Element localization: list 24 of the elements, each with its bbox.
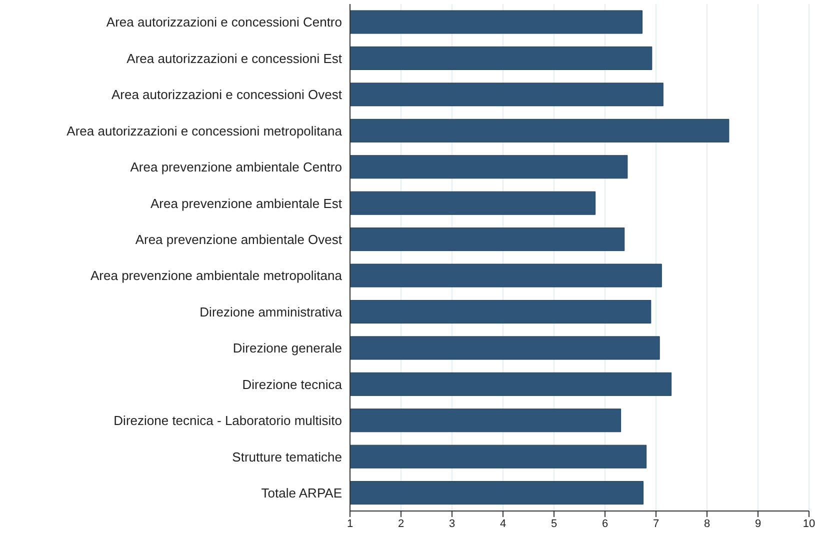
- x-tick-label: 6: [602, 518, 608, 530]
- x-tick-label: 10: [802, 518, 815, 530]
- y-tick-label: Area prevenzione ambientale metropolitana: [90, 268, 343, 284]
- y-tick-label: Area autorizzazioni e concessioni Est: [126, 50, 342, 66]
- x-tick-label: 7: [652, 518, 660, 530]
- y-tick-label: Direzione tecnica: [242, 376, 343, 392]
- y-tick-label: Area autorizzazioni e concessioni metropolitana: [66, 123, 343, 138]
- y-tick-label: Area autorizzazioni e concessioni Ovest: [111, 87, 342, 102]
- x-tick-label: 1: [346, 518, 354, 530]
- y-tick-label: Area prevenzione ambientale Ovest: [135, 232, 342, 248]
- x-tick-label: 5: [550, 518, 558, 530]
- y-tick-label: Area autorizzazioni e concessioni Centro: [106, 14, 342, 30]
- x-tick-label: 4: [500, 518, 506, 530]
- y-tick-label: Area prevenzione ambientale Centro: [130, 160, 342, 175]
- x-tick-label: 2: [398, 518, 404, 530]
- y-tick-label: Totale ARPAE: [261, 486, 342, 501]
- x-tick-label: 3: [448, 518, 456, 530]
- y-tick-label: Strutture tematiche: [232, 449, 342, 464]
- x-tick-label: 8: [704, 518, 710, 530]
- y-tick-label: Direzione amministrativa: [200, 304, 343, 320]
- y-tick-label: Direzione tecnica - Laboratorio multisito: [114, 413, 342, 428]
- x-tick-label: 9: [754, 518, 762, 530]
- y-tick-label: Direzione generale: [232, 340, 342, 356]
- y-tick-label: Area prevenzione ambientale Est: [150, 196, 342, 211]
